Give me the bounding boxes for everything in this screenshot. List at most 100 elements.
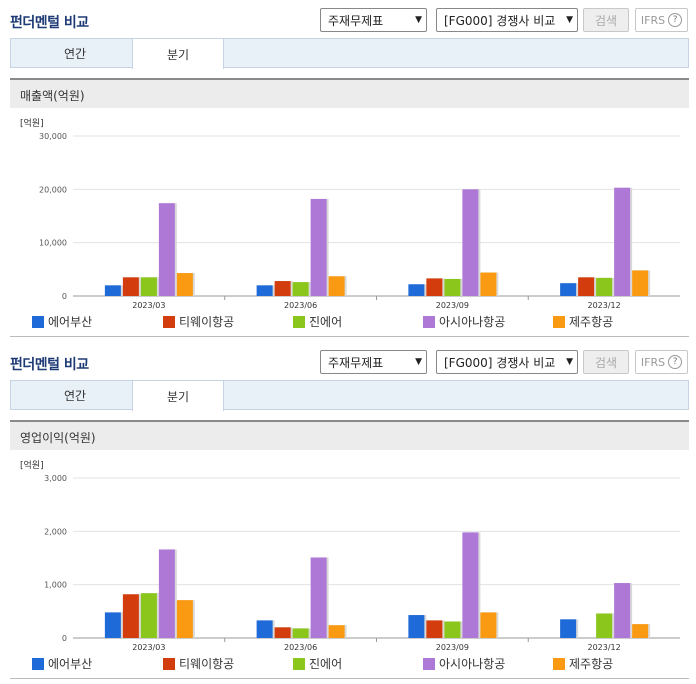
y-tick-label: 0 (62, 634, 67, 643)
bar[interactable] (292, 282, 309, 296)
bar[interactable] (104, 285, 121, 296)
bar[interactable] (444, 278, 461, 296)
bar[interactable] (256, 620, 273, 638)
tab-annual[interactable]: 연간 (63, 46, 87, 61)
bar[interactable] (310, 557, 327, 638)
y-tick-label: 0 (62, 292, 67, 301)
ifrs-button[interactable]: IFRS? (635, 8, 688, 32)
y-unit-label: [억원] (20, 117, 44, 129)
bar[interactable] (596, 277, 613, 296)
y-tick-label: 10,000 (39, 239, 67, 248)
bar[interactable] (578, 277, 595, 296)
bar[interactable] (426, 278, 443, 296)
chevron-down-icon: ▼ (415, 357, 422, 367)
legend-label: 에어부산 (48, 657, 93, 671)
bar[interactable] (256, 285, 273, 296)
x-tick-label: 2023/03 (132, 643, 165, 652)
chevron-down-icon: ▼ (566, 15, 573, 25)
statement-select[interactable]: 주재무제표 ▼ (320, 350, 427, 374)
legend-label: 티웨이항공 (179, 657, 235, 671)
bar[interactable] (632, 270, 649, 296)
bar[interactable] (480, 272, 497, 296)
tab-annual[interactable]: 연간 (63, 388, 87, 403)
legend-item: 진에어 (293, 313, 342, 330)
compare-select[interactable]: [FG000] 경쟁사 비교 ▼ (436, 350, 578, 374)
bar[interactable] (274, 281, 291, 296)
legend-item: 티웨이항공 (163, 655, 234, 672)
y-tick-label: 3,000 (44, 474, 67, 483)
legend-swatch (553, 315, 565, 328)
search-button[interactable]: 검색 (583, 350, 629, 374)
ifrs-button[interactable]: IFRS? (635, 350, 688, 374)
bar[interactable] (176, 600, 193, 638)
bar[interactable] (328, 625, 345, 638)
bar[interactable] (444, 621, 461, 638)
x-tick-label: 2023/03 (132, 301, 165, 310)
bar[interactable] (408, 284, 425, 296)
period-tabs: 연간 분기 (10, 380, 689, 411)
bar[interactable] (122, 594, 139, 638)
bar[interactable] (614, 583, 631, 638)
legend-swatch (163, 315, 175, 328)
section-revenue: 펀더멘털 비교 주재무제표 ▼ [FG000] 경쟁사 비교 ▼ 검색 IFRS? … (0, 0, 696, 108)
legend-item: 티웨이항공 (163, 313, 234, 330)
statement-select-value: 주재무제표 (328, 355, 384, 370)
x-tick-label: 2023/06 (284, 301, 317, 310)
statement-select[interactable]: 주재무제표 ▼ (320, 8, 427, 32)
bar[interactable] (310, 198, 327, 296)
legend-swatch (293, 657, 305, 670)
y-tick-label: 20,000 (39, 185, 67, 194)
help-icon[interactable]: ? (668, 355, 683, 369)
x-tick-label: 2023/09 (436, 643, 469, 652)
period-tabs: 연간 분기 (10, 38, 689, 69)
legend-label: 진에어 (309, 315, 343, 329)
legend-label: 진에어 (309, 657, 343, 671)
y-tick-label: 30,000 (39, 132, 67, 141)
bar[interactable] (158, 203, 175, 296)
bar[interactable] (140, 277, 157, 296)
ifrs-label: IFRS (640, 13, 666, 27)
bar[interactable] (122, 277, 139, 296)
bar[interactable] (140, 593, 157, 638)
y-tick-label: 1,000 (44, 581, 67, 590)
bar[interactable] (614, 187, 631, 296)
bar[interactable] (328, 276, 345, 296)
page-title: 펀더멘털 비교 (10, 15, 89, 31)
compare-select-value: [FG000] 경쟁사 비교 (444, 13, 556, 28)
bar[interactable] (408, 615, 425, 638)
tab-quarterly[interactable]: 분기 (132, 38, 224, 69)
bar[interactable] (596, 613, 613, 638)
legend-label: 티웨이항공 (179, 315, 235, 329)
bar[interactable] (426, 620, 443, 638)
x-tick-label: 2023/09 (436, 301, 469, 310)
chevron-down-icon: ▼ (566, 357, 573, 367)
legend-swatch (163, 657, 175, 670)
bar[interactable] (462, 189, 479, 296)
search-button[interactable]: 검색 (583, 8, 629, 32)
legend-item: 에어부산 (32, 313, 92, 330)
tab-quarterly[interactable]: 분기 (132, 380, 224, 411)
bar[interactable] (632, 624, 649, 638)
legend-label: 아시아나항공 (439, 315, 506, 329)
bar[interactable] (104, 612, 121, 638)
bar[interactable] (560, 619, 577, 638)
x-tick-label: 2023/12 (588, 643, 621, 652)
bar[interactable] (292, 628, 309, 638)
bar[interactable] (274, 627, 291, 638)
chart-title: 매출액(억원) (10, 78, 689, 108)
bar[interactable] (158, 549, 175, 638)
bar[interactable] (560, 283, 577, 296)
legend-item: 아시아나항공 (423, 655, 505, 672)
compare-select[interactable]: [FG000] 경쟁사 비교 ▼ (436, 8, 578, 32)
help-icon[interactable]: ? (668, 13, 683, 27)
bar[interactable] (462, 532, 479, 638)
compare-select-value: [FG000] 경쟁사 비교 (444, 355, 556, 370)
legend-item: 제주항공 (553, 313, 613, 330)
bar[interactable] (176, 273, 193, 296)
chart-title: 영업이익(억원) (10, 420, 689, 450)
bar[interactable] (480, 612, 497, 638)
header-bar: 펀더멘털 비교 주재무제표 ▼ [FG000] 경쟁사 비교 ▼ 검색 IFRS? (0, 342, 696, 380)
x-tick-label: 2023/06 (284, 643, 317, 652)
legend-item: 제주항공 (553, 655, 613, 672)
legend-label: 제주항공 (569, 315, 614, 329)
